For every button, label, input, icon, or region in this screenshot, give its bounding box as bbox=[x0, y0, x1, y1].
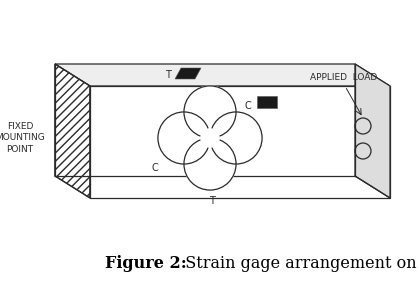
Circle shape bbox=[201, 129, 219, 147]
Polygon shape bbox=[355, 64, 390, 198]
Text: C: C bbox=[152, 163, 158, 173]
Polygon shape bbox=[55, 64, 90, 198]
Text: Figure 2:: Figure 2: bbox=[105, 255, 187, 273]
Polygon shape bbox=[175, 68, 201, 79]
Text: C: C bbox=[244, 101, 252, 111]
Text: T: T bbox=[209, 196, 215, 206]
Polygon shape bbox=[55, 64, 390, 86]
Polygon shape bbox=[257, 96, 277, 108]
Text: Strain gage arrangement on a load cell: Strain gage arrangement on a load cell bbox=[175, 255, 420, 273]
Circle shape bbox=[210, 112, 262, 164]
Text: FIXED
MOUNTING
POINT: FIXED MOUNTING POINT bbox=[0, 122, 45, 154]
Circle shape bbox=[158, 112, 210, 164]
Circle shape bbox=[184, 86, 236, 138]
Text: APPLIED  LOAD: APPLIED LOAD bbox=[310, 74, 377, 82]
Text: T: T bbox=[165, 70, 171, 80]
Polygon shape bbox=[90, 86, 390, 198]
Circle shape bbox=[184, 138, 236, 190]
